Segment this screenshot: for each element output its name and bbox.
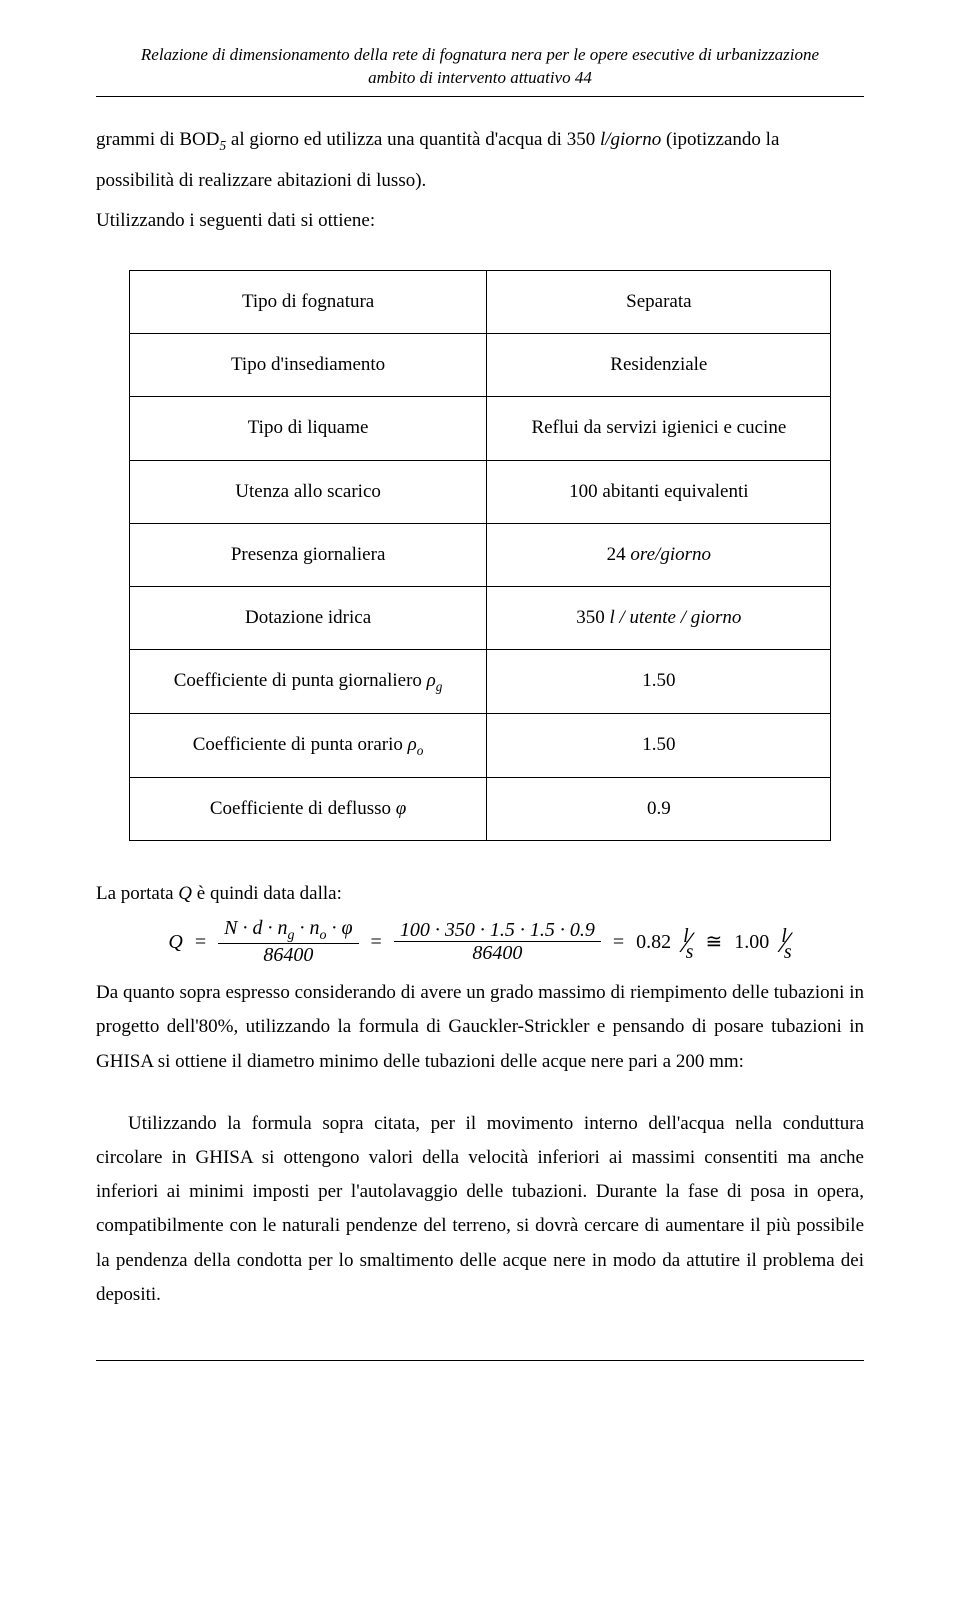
cell-right: 1.50	[487, 713, 831, 777]
eq-Q: Q	[168, 924, 182, 960]
eq-approx: ≅	[705, 924, 722, 960]
cell-right: 1.50	[487, 650, 831, 714]
table-row: Dotazione idrica 350 l / utente / giorno	[129, 586, 831, 649]
after-l1: Da quanto sopra espresso considerando di…	[96, 982, 769, 1003]
intro-para: grammi di BOD5 al giorno ed utilizza una…	[96, 123, 864, 158]
body-text: grammi di BOD5 al giorno ed utilizza una…	[96, 123, 864, 1312]
table-row: Tipo d'insediamento Residenziale	[129, 334, 831, 397]
table-row: Coefficiente di deflusso φ 0.9	[129, 777, 831, 840]
intro-unit: l/giorno	[600, 129, 661, 150]
cell-left: Tipo d'insediamento	[129, 334, 487, 397]
table-row: Presenza giornaliera 24 ore/giorno	[129, 523, 831, 586]
after-para: Da quanto sopra espresso considerando di…	[96, 976, 864, 1079]
close-l4: compatibilmente con le naturali pendenze…	[96, 1215, 791, 1236]
eq-frac-1: N · d · ng · no · φ 86400	[218, 917, 358, 966]
close-l3: inferiori ai minimi imposti per l'autola…	[96, 1181, 864, 1202]
cell-left: Dotazione idrica	[129, 586, 487, 649]
cell-right: 100 abitanti equivalenti	[487, 460, 831, 523]
header-line-1: Relazione di dimensionamento della rete …	[96, 44, 864, 67]
eq-eq2: =	[371, 924, 382, 960]
unit-ls-1: l⁄s	[683, 924, 693, 960]
table-row: Coefficiente di punta giornaliero ρg 1.5…	[129, 650, 831, 714]
eq-val1: 0.82	[636, 924, 671, 960]
cell-right: 350 l / utente / giorno	[487, 586, 831, 649]
eq-val2: 1.00	[734, 924, 769, 960]
portata-label: La portata Q è quindi data dalla:	[96, 877, 864, 911]
table-row: Tipo di fognatura Separata	[129, 270, 831, 333]
close-l2: circolare in GHISA si ottengono valori d…	[96, 1147, 864, 1168]
intro-tail1: (ipotizzando la	[661, 129, 779, 150]
intro-line2: possibilità di realizzare abitazioni di …	[96, 164, 864, 198]
eq-eq3: =	[613, 924, 624, 960]
flow-equation: Q = N · d · ng · no · φ 86400 = 100 · 35…	[96, 917, 864, 966]
cell-left: Presenza giornaliera	[129, 523, 487, 586]
parameters-table: Tipo di fognatura Separata Tipo d'insedi…	[129, 270, 832, 841]
cell-left: Utenza allo scarico	[129, 460, 487, 523]
cell-right: 0.9	[487, 777, 831, 840]
header-line-2: ambito di intervento attuativo 44	[96, 67, 864, 90]
cell-left: Coefficiente di deflusso φ	[129, 777, 487, 840]
cell-left: Coefficiente di punta giornaliero ρg	[129, 650, 487, 714]
cell-right: Residenziale	[487, 334, 831, 397]
document-page: Relazione di dimensionamento della rete …	[0, 0, 960, 1421]
eq-eq1: =	[195, 924, 206, 960]
unit-ls-2: l⁄s	[781, 924, 791, 960]
spacer	[96, 1085, 864, 1107]
page-header: Relazione di dimensionamento della rete …	[96, 44, 864, 97]
cell-left: Coefficiente di punta orario ρo	[129, 713, 487, 777]
footer-rule	[96, 1360, 864, 1361]
close-l1: Utilizzando la formula sopra citata, per…	[128, 1113, 864, 1134]
cell-right: Reflui da servizi igienici e cucine	[487, 397, 831, 460]
intro-prefix: grammi di BOD	[96, 129, 220, 150]
intro-line3: Utilizzando i seguenti dati si ottiene:	[96, 204, 864, 238]
eq-frac-2: 100 · 350 · 1.5 · 1.5 · 0.9 86400	[394, 919, 601, 964]
intro-mid: al giorno ed utilizza una quantità d'acq…	[226, 129, 600, 150]
cell-right: Separata	[487, 270, 831, 333]
table-row: Utenza allo scarico 100 abitanti equival…	[129, 460, 831, 523]
table-row: Tipo di liquame Reflui da servizi igieni…	[129, 397, 831, 460]
table-row: Coefficiente di punta orario ρo 1.50	[129, 713, 831, 777]
closing-para: Utilizzando la formula sopra citata, per…	[96, 1107, 864, 1312]
cell-right: 24 ore/giorno	[487, 523, 831, 586]
after-l4: a 200 mm:	[663, 1051, 744, 1072]
cell-left: Tipo di liquame	[129, 397, 487, 460]
cell-left: Tipo di fognatura	[129, 270, 487, 333]
